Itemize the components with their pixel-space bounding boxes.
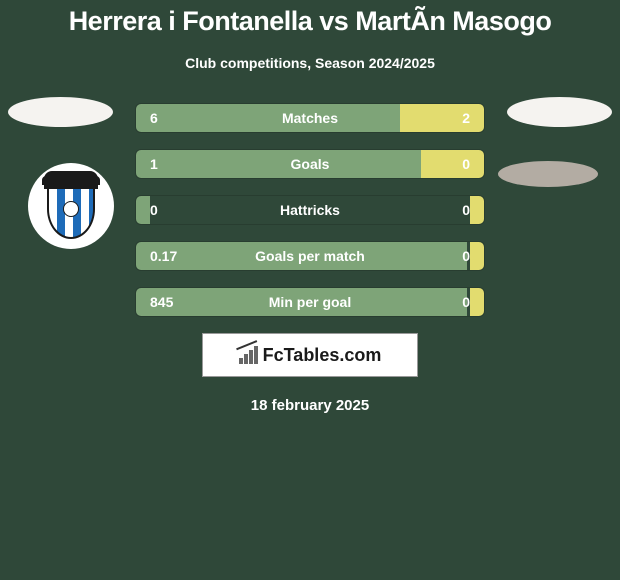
stat-bar-right-fill — [470, 288, 484, 316]
player2-club-placeholder — [498, 161, 598, 187]
stat-bar-right-fill — [421, 150, 484, 178]
stat-value-right: 0 — [462, 156, 470, 172]
comparison-date: 18 february 2025 — [0, 397, 620, 414]
season-subtitle: Club competitions, Season 2024/2025 — [0, 55, 620, 71]
player2-avatar-placeholder — [507, 97, 612, 127]
stat-value-left: 0 — [150, 202, 158, 218]
stat-bar-row: 1 0 Goals — [135, 149, 485, 179]
stat-value-right: 0 — [462, 248, 470, 264]
stat-bar-row: 6 2 Matches — [135, 103, 485, 133]
chart-icon — [239, 346, 259, 364]
stat-bar-right-fill — [470, 242, 484, 270]
player1-avatar-placeholder — [8, 97, 113, 127]
stat-bar-left-fill — [136, 104, 400, 132]
stat-value-left: 845 — [150, 294, 173, 310]
stat-value-right: 0 — [462, 202, 470, 218]
stat-value-right: 0 — [462, 294, 470, 310]
brand-box: FcTables.com — [202, 333, 418, 377]
comparison-chart: 6 2 Matches 1 0 Goals 0 0 Hattricks 0.17 0 Goals pe… — [0, 103, 620, 317]
stat-bar-left-fill — [136, 196, 150, 224]
club-crest-icon — [41, 171, 101, 241]
stat-bar-row: 0.17 0 Goals per match — [135, 241, 485, 271]
stat-label: Goals — [291, 156, 330, 172]
stat-label: Hattricks — [280, 202, 340, 218]
stat-bar-right-fill — [400, 104, 484, 132]
stat-value-left: 1 — [150, 156, 158, 172]
brand-text: FcTables.com — [263, 345, 382, 366]
stat-value-left: 0.17 — [150, 248, 177, 264]
stat-bar-row: 0 0 Hattricks — [135, 195, 485, 225]
stat-label: Goals per match — [255, 248, 365, 264]
stat-bar-left-fill — [136, 150, 421, 178]
stat-bar-row: 845 0 Min per goal — [135, 287, 485, 317]
page-title: Herrera i Fontanella vs MartÃ­n Masogo — [0, 0, 620, 37]
stat-bars: 6 2 Matches 1 0 Goals 0 0 Hattricks 0.17 0 Goals pe… — [135, 103, 485, 317]
stat-value-left: 6 — [150, 110, 158, 126]
stat-bar-right-fill — [470, 196, 484, 224]
stat-value-right: 2 — [462, 110, 470, 126]
stat-label: Min per goal — [269, 294, 351, 310]
player1-club-crest — [28, 163, 114, 249]
stat-label: Matches — [282, 110, 338, 126]
